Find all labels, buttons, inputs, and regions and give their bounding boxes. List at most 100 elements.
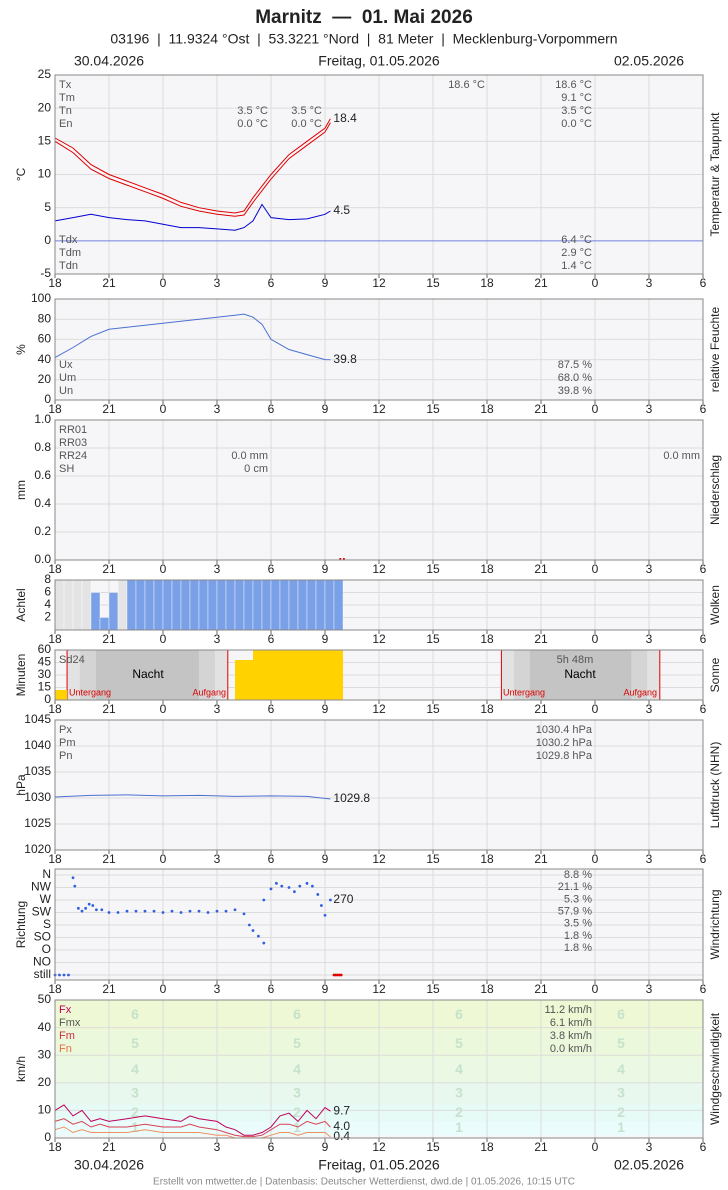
note: 0.0 mm: [663, 450, 700, 462]
x-tick-label: 6: [700, 702, 707, 716]
x-tick-label: 3: [646, 632, 653, 646]
x-tick-label: 3: [214, 1140, 221, 1154]
x-tick-label: 18: [480, 276, 494, 290]
y-tick-label: W: [40, 892, 52, 906]
x-tick-label: 6: [268, 1140, 275, 1154]
x-tick-label: 3: [214, 632, 221, 646]
note: Fx: [59, 1004, 72, 1016]
note: Untergang: [503, 687, 545, 697]
note: 3.5 %: [564, 918, 592, 930]
x-tick-label: 21: [534, 402, 548, 416]
bar: [126, 579, 137, 631]
note: 39.8 %: [558, 385, 592, 397]
panel-title: Temperatur & Taupunkt: [708, 112, 722, 237]
point: [242, 912, 246, 916]
note: Nacht: [132, 667, 164, 681]
note: 0.0 °C: [561, 118, 592, 130]
y-tick-label: 100: [31, 291, 51, 305]
note: 5.3 %: [564, 893, 592, 905]
y-tick-label: 60: [38, 332, 52, 346]
note: RR24: [59, 450, 87, 462]
title: Marnitz — 01. Mai 2026: [255, 7, 473, 28]
end-label: 0.4: [333, 1129, 350, 1143]
x-tick-label: 18: [48, 402, 62, 416]
y-tick-label: 8: [44, 572, 51, 586]
bar: [289, 650, 307, 700]
y-tick-label: 20: [38, 1075, 52, 1089]
y-axis-label: %: [14, 344, 28, 355]
note: 1.8 %: [564, 942, 592, 954]
panel-title: Windrichtung: [708, 889, 722, 959]
beaufort-label: 4: [455, 1061, 463, 1077]
point: [152, 909, 156, 913]
x-tick-label: 18: [48, 632, 62, 646]
plot-frame: [54, 298, 704, 401]
x-tick-label: 21: [534, 982, 548, 996]
y-tick-label: 40: [38, 1020, 52, 1034]
x-tick-label: 3: [214, 562, 221, 576]
note: Aufgang: [192, 687, 226, 697]
bar: [339, 558, 342, 560]
y-tick-label: 1030: [24, 790, 51, 804]
beaufort-label: 3: [455, 1085, 463, 1101]
point: [95, 908, 98, 912]
point: [100, 908, 104, 912]
note: 0 cm: [244, 463, 268, 475]
x-tick-label: 3: [646, 276, 653, 290]
x-tick-label: 15: [426, 982, 440, 996]
x-tick-label: 18: [48, 982, 62, 996]
x-tick-label: 18: [480, 402, 494, 416]
x-tick-label: 0: [592, 702, 599, 716]
point: [248, 923, 251, 927]
note: 0.0 mm: [231, 450, 268, 462]
note: Tn: [59, 105, 72, 117]
bar: [306, 579, 317, 631]
x-tick-label: 0: [160, 1140, 167, 1154]
x-tick-label: 6: [700, 632, 707, 646]
note: Tx: [59, 79, 72, 91]
beaufort-label: 4: [293, 1061, 301, 1077]
bar: [99, 617, 110, 631]
end-label: 4.0: [333, 1119, 350, 1133]
y-tick-label: 15: [38, 134, 52, 148]
y-tick-label: 5: [44, 200, 51, 214]
beaufort-label: 3: [617, 1085, 625, 1101]
point: [143, 909, 147, 913]
x-tick-label: 21: [102, 632, 116, 646]
note: 18.6 °C: [448, 79, 485, 91]
footer: Erstellt von mtwetter.de | Datenbasis: D…: [153, 1177, 575, 1188]
point: [305, 881, 309, 885]
y-tick-label: NW: [31, 880, 52, 894]
point: [179, 911, 183, 914]
point: [161, 911, 165, 914]
beaufort-label: 6: [455, 1006, 463, 1022]
x-tick-label: 15: [426, 1140, 440, 1154]
point: [77, 906, 80, 910]
x-tick-label: 0: [592, 852, 599, 866]
x-tick-label: 15: [426, 852, 440, 866]
y-axis-label: Minuten: [14, 654, 28, 697]
bar: [171, 579, 182, 631]
y-tick-label: 20: [38, 100, 52, 114]
date-label: Freitag, 01.05.2026: [318, 53, 440, 69]
subtitle: 03196 | 11.9324 °Ost | 53.3221 °Nord | 8…: [110, 31, 617, 47]
x-tick-label: 12: [372, 402, 386, 416]
point: [323, 913, 327, 917]
note: 1030.4 hPa: [536, 724, 593, 736]
x-tick-label: 12: [372, 562, 386, 576]
plot-frame: [54, 74, 704, 275]
point: [224, 909, 228, 913]
note: 1.8 %: [564, 930, 592, 942]
y-tick-label: 0.2: [34, 524, 51, 538]
note: 18.6 °C: [555, 79, 592, 91]
plot-frame: [54, 719, 704, 851]
y-tick-label: 0.4: [34, 496, 51, 510]
bar: [307, 650, 325, 700]
y-tick-label: 1020: [24, 842, 51, 856]
y-tick-label: 30: [38, 1047, 52, 1061]
point: [262, 941, 266, 945]
y-tick-label: 30: [38, 667, 52, 681]
x-tick-label: 9: [322, 402, 329, 416]
x-tick-label: 3: [646, 702, 653, 716]
bar: [72, 579, 83, 631]
